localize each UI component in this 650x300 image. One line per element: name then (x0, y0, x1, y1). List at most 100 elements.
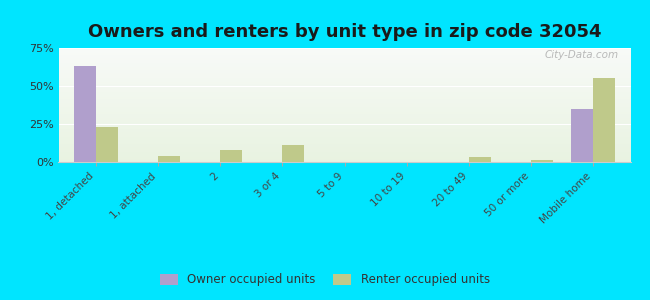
Bar (58, 49, 630, 50)
Bar (58, 100, 630, 102)
Bar (58, 159, 630, 160)
Bar (58, 51, 630, 52)
Bar (58, 132, 630, 134)
Bar (58, 160, 630, 161)
Bar (58, 97, 630, 98)
Bar (58, 148, 630, 149)
Bar (58, 155, 630, 156)
Bar (58, 120, 630, 121)
Bar (58, 129, 630, 130)
Bar (58, 95, 630, 96)
Bar (58, 151, 630, 152)
Bar (58, 92, 630, 94)
Text: City-Data.com: City-Data.com (545, 50, 619, 60)
Bar (58, 65, 630, 66)
Bar (58, 112, 630, 113)
Bar (58, 87, 630, 88)
Bar (58, 134, 630, 135)
Bar (58, 158, 630, 159)
Bar (58, 73, 630, 74)
Bar (58, 147, 630, 148)
Bar (58, 105, 630, 106)
Bar (58, 116, 630, 118)
Title: Owners and renters by unit type in zip code 32054: Owners and renters by unit type in zip c… (88, 23, 601, 41)
Bar (58, 154, 630, 155)
Bar (58, 119, 630, 120)
Bar (58, 63, 630, 64)
Bar (58, 66, 630, 68)
Bar (58, 94, 630, 95)
Bar (58, 85, 630, 86)
Bar (58, 90, 630, 91)
Bar (58, 149, 630, 151)
Bar (58, 139, 630, 140)
Bar (58, 48, 630, 49)
Bar (282, 145, 304, 162)
Bar (58, 113, 630, 114)
Bar (58, 74, 630, 75)
Bar (58, 57, 630, 58)
Bar (58, 146, 630, 147)
Bar (58, 89, 630, 90)
Bar (58, 107, 630, 108)
Bar (58, 72, 630, 73)
Bar (58, 122, 630, 123)
Bar (58, 102, 630, 103)
Bar (58, 123, 630, 124)
Bar (58, 111, 630, 112)
Bar (571, 109, 593, 162)
Bar (58, 61, 630, 62)
Bar (220, 150, 242, 162)
Bar (58, 54, 630, 55)
Bar (58, 98, 630, 99)
Bar (58, 161, 630, 162)
Bar (58, 142, 630, 144)
Bar (58, 144, 630, 145)
Bar (58, 110, 630, 111)
Legend: Owner occupied units, Renter occupied units: Owner occupied units, Renter occupied un… (155, 269, 495, 291)
Bar (58, 127, 630, 128)
Bar (58, 71, 630, 72)
Bar (58, 88, 630, 89)
Bar (96, 127, 118, 162)
Bar (58, 103, 630, 104)
Bar (58, 81, 630, 82)
Bar (58, 128, 630, 129)
Bar (58, 137, 630, 138)
Bar (58, 52, 630, 54)
Bar (58, 145, 630, 146)
Bar (58, 156, 630, 158)
Bar (58, 138, 630, 139)
Bar (58, 135, 630, 136)
Bar (58, 108, 630, 110)
Bar (58, 124, 630, 125)
Bar (158, 156, 180, 162)
Bar (58, 59, 630, 61)
Bar (58, 78, 630, 79)
Bar (58, 121, 630, 122)
Bar (58, 76, 630, 78)
Bar (58, 106, 630, 107)
Bar (58, 75, 630, 76)
Bar (58, 115, 630, 116)
Bar (531, 160, 552, 162)
Bar (58, 96, 630, 97)
Bar (58, 62, 630, 63)
Bar (58, 68, 630, 70)
Bar (58, 70, 630, 71)
Bar (58, 152, 630, 153)
Bar (58, 80, 630, 81)
Bar (593, 78, 615, 162)
Bar (58, 85, 630, 87)
Bar (58, 82, 630, 83)
Bar (58, 118, 630, 119)
Bar (58, 79, 630, 80)
Bar (58, 58, 630, 59)
Bar (469, 158, 491, 162)
Bar (58, 91, 630, 92)
Bar (58, 125, 630, 127)
Bar (58, 50, 630, 51)
Bar (58, 55, 630, 56)
Bar (58, 153, 630, 154)
Bar (58, 131, 630, 132)
